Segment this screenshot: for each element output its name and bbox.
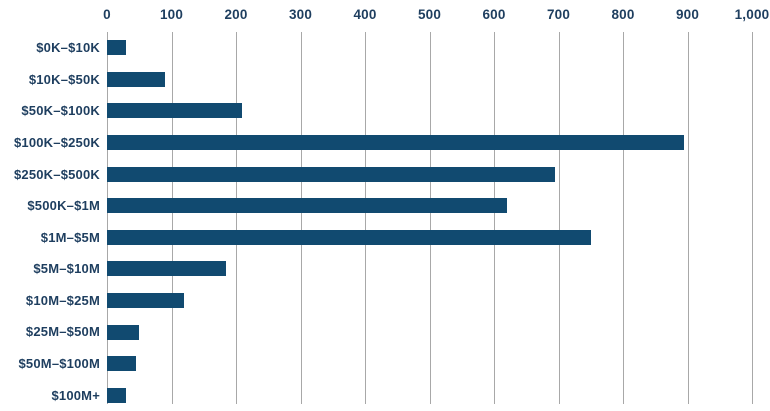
x-tick-label: 900 (675, 7, 700, 22)
x-tick-label: 200 (224, 7, 248, 22)
gridline (494, 32, 495, 404)
gridline (171, 32, 173, 404)
category-label: $250K–$500K (13, 166, 100, 182)
category-label: $50K–$100K (21, 103, 100, 119)
bar (107, 71, 166, 87)
category-label: $25M–$50M (25, 324, 100, 340)
x-tick-label: 0 (103, 7, 111, 22)
y-axis-labels: $0K–$10K $10K–$50K $50K–$100K $100K–$250K $2… (0, 32, 100, 411)
gridline (429, 32, 431, 404)
x-tick-label: 300 (288, 7, 313, 22)
bar (107, 324, 140, 340)
x-tick-label: 500 (417, 7, 442, 22)
category-label: $50M–$100M (18, 356, 100, 372)
category-label: $5M–$10M (33, 261, 100, 277)
bar (107, 261, 227, 277)
x-tick-label: 700 (546, 7, 571, 22)
bar (107, 40, 127, 56)
gridline (623, 32, 624, 404)
plot-area (107, 32, 770, 411)
gridline (687, 32, 689, 404)
gridline (365, 32, 366, 404)
bar (107, 198, 507, 214)
category-label: $500K–$1M (27, 198, 100, 214)
x-tick-label: 400 (353, 7, 377, 22)
x-tick-label: 600 (482, 7, 506, 22)
category-label: $100M+ (51, 387, 100, 403)
gridline (300, 32, 302, 404)
bar (107, 387, 127, 403)
category-label: $100K–$250K (13, 135, 100, 151)
x-axis: 0 100 200 300 400 500 600 700 800 900 1,000 (103, 0, 770, 32)
gridline (236, 32, 237, 404)
bar (107, 356, 137, 372)
bar (107, 229, 591, 245)
bar (107, 292, 185, 308)
bar (107, 135, 685, 151)
category-label: $10M–$25M (25, 292, 100, 308)
x-tick-label: 1,000 (734, 7, 770, 22)
x-tick-label: 100 (159, 7, 184, 22)
category-label: $0K–$10K (36, 40, 100, 56)
gridline (558, 32, 560, 404)
category-label: $1M–$5M (40, 229, 100, 245)
x-tick-label: 800 (611, 7, 635, 22)
gridline (752, 32, 753, 404)
bar (107, 103, 243, 119)
bar (107, 166, 556, 182)
category-label: $10K–$50K (28, 71, 100, 87)
gridline (107, 32, 108, 404)
